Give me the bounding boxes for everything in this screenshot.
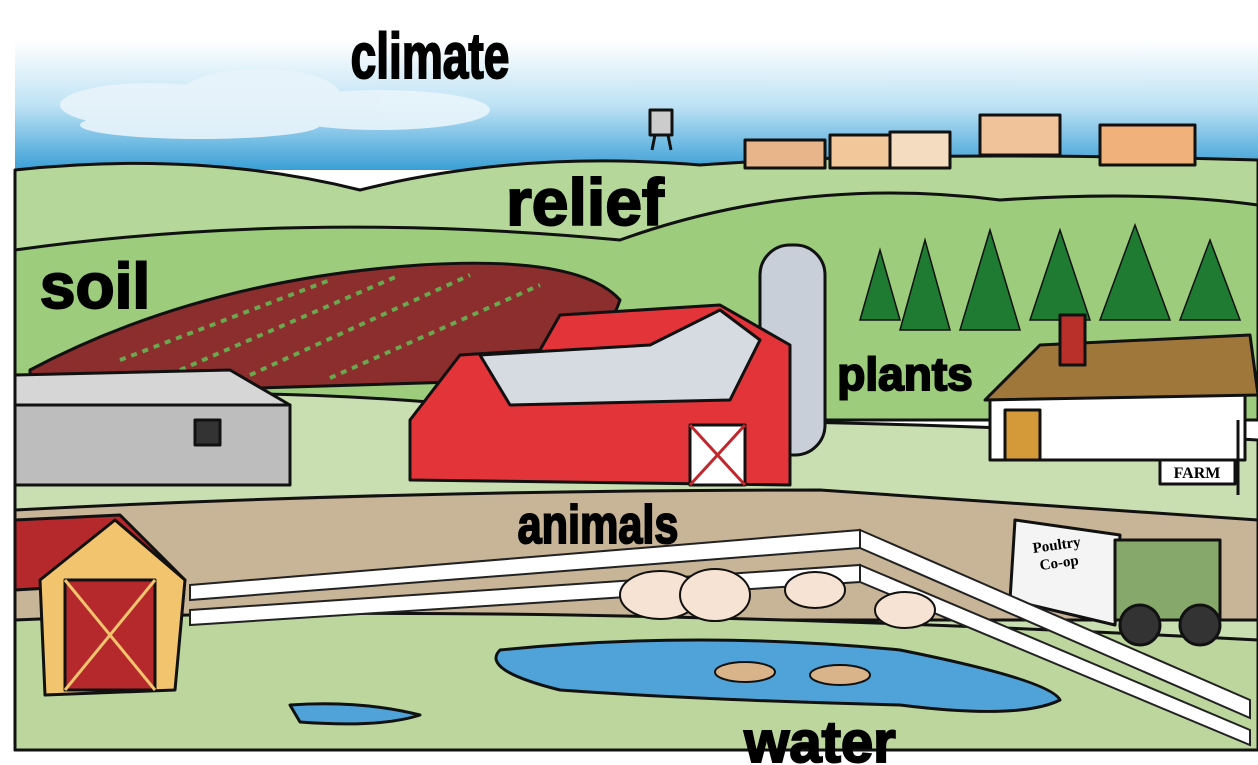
- label: relief: [506, 165, 665, 239]
- shed: [15, 370, 290, 485]
- label: animals: [518, 496, 679, 556]
- label: plants: [837, 348, 972, 400]
- farm-sign-text: FARM: [1174, 465, 1221, 482]
- label: soil: [40, 250, 150, 322]
- label: climate: [351, 21, 510, 92]
- scene: FARM Poultry Co-op: [15, 40, 1258, 750]
- label: water: [743, 710, 896, 765]
- farm-illustration: FARM Poultry Co-op: [0, 0, 1258, 765]
